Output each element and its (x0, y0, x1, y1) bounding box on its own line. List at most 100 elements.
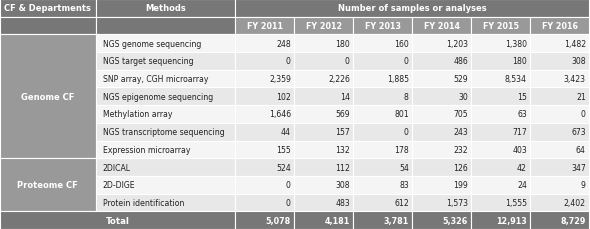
Text: 132: 132 (335, 145, 350, 154)
Text: NGS epigenome sequencing: NGS epigenome sequencing (103, 93, 213, 101)
Bar (235, 123, 294, 141)
Text: 1,573: 1,573 (446, 198, 468, 207)
Bar (353, 141, 412, 158)
Text: NGS transcriptome sequencing: NGS transcriptome sequencing (103, 128, 224, 136)
Text: FY 2015: FY 2015 (483, 22, 519, 31)
Bar (235, 0, 589, 18)
Bar (235, 88, 294, 106)
Text: 486: 486 (453, 57, 468, 66)
Bar (353, 53, 412, 71)
Bar (530, 88, 589, 106)
Text: 64: 64 (576, 145, 586, 154)
Bar (530, 194, 589, 211)
Bar (530, 53, 589, 71)
Bar (353, 106, 412, 123)
Text: 199: 199 (453, 180, 468, 189)
Text: FY 2012: FY 2012 (306, 22, 342, 31)
Text: Total: Total (106, 216, 130, 225)
Bar (0, 158, 96, 211)
Text: 4,181: 4,181 (324, 216, 350, 225)
Bar (530, 158, 589, 176)
Bar (530, 176, 589, 194)
Text: 673: 673 (571, 128, 586, 136)
Bar (96, 176, 235, 194)
Text: 0: 0 (345, 57, 350, 66)
Text: 3,781: 3,781 (384, 216, 409, 225)
Text: 612: 612 (394, 198, 409, 207)
Text: 180: 180 (512, 57, 527, 66)
Bar (471, 194, 530, 211)
Bar (412, 35, 471, 53)
Text: 178: 178 (394, 145, 409, 154)
Text: 0: 0 (404, 128, 409, 136)
Bar (530, 141, 589, 158)
Text: 160: 160 (394, 40, 409, 49)
Bar (294, 141, 353, 158)
Text: 1,482: 1,482 (564, 40, 586, 49)
Text: Genome CF: Genome CF (21, 93, 74, 101)
Text: 308: 308 (335, 180, 350, 189)
Text: FY 2011: FY 2011 (247, 22, 283, 31)
Text: 483: 483 (335, 198, 350, 207)
Bar (471, 18, 530, 35)
Bar (0, 18, 96, 35)
Bar (235, 141, 294, 158)
Bar (96, 18, 235, 35)
Bar (0, 0, 96, 18)
Bar (353, 211, 412, 229)
Text: NGS genome sequencing: NGS genome sequencing (103, 40, 201, 49)
Bar (235, 71, 294, 88)
Bar (530, 123, 589, 141)
Text: 243: 243 (453, 128, 468, 136)
Bar (471, 141, 530, 158)
Bar (96, 71, 235, 88)
Bar (530, 106, 589, 123)
Bar (353, 123, 412, 141)
Text: 232: 232 (453, 145, 468, 154)
Bar (471, 106, 530, 123)
Bar (96, 0, 235, 18)
Text: 9: 9 (581, 180, 586, 189)
Text: 705: 705 (453, 110, 468, 119)
Bar (235, 106, 294, 123)
Text: 15: 15 (517, 93, 527, 101)
Text: 0: 0 (286, 198, 291, 207)
Bar (530, 211, 589, 229)
Text: 1,203: 1,203 (446, 40, 468, 49)
Text: Expression microarray: Expression microarray (103, 145, 190, 154)
Bar (294, 106, 353, 123)
Bar (235, 176, 294, 194)
Text: Methods: Methods (145, 4, 186, 13)
Bar (412, 53, 471, 71)
Bar (353, 158, 412, 176)
Text: 12,913: 12,913 (496, 216, 527, 225)
Bar (471, 71, 530, 88)
Bar (353, 35, 412, 53)
Bar (353, 194, 412, 211)
Text: 1,885: 1,885 (387, 75, 409, 84)
Text: 8,729: 8,729 (560, 216, 586, 225)
Text: 54: 54 (399, 163, 409, 172)
Bar (96, 53, 235, 71)
Bar (471, 35, 530, 53)
Bar (530, 18, 589, 35)
Text: 112: 112 (335, 163, 350, 172)
Bar (294, 123, 353, 141)
Text: 524: 524 (276, 163, 291, 172)
Text: FY 2013: FY 2013 (365, 22, 401, 31)
Text: Methylation array: Methylation array (103, 110, 172, 119)
Bar (412, 176, 471, 194)
Text: SNP array, CGH microarray: SNP array, CGH microarray (103, 75, 208, 84)
Text: 63: 63 (517, 110, 527, 119)
Text: 801: 801 (394, 110, 409, 119)
Bar (235, 211, 294, 229)
Bar (294, 35, 353, 53)
Text: 1,646: 1,646 (269, 110, 291, 119)
Bar (96, 158, 235, 176)
Text: 8: 8 (404, 93, 409, 101)
Bar (353, 88, 412, 106)
Bar (412, 211, 471, 229)
Bar (96, 35, 235, 53)
Bar (235, 158, 294, 176)
Bar (294, 71, 353, 88)
